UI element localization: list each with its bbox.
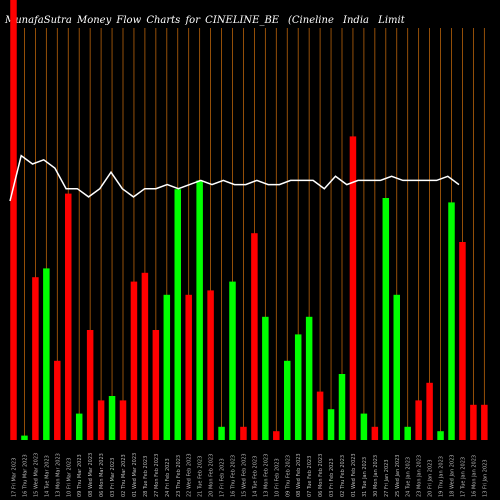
x-tick-label: 19 Thu Jan 2023: [439, 456, 445, 497]
x-tick-label: 01 Wed Mar 2023: [132, 453, 138, 497]
x-tick-label: 07 Tue Feb 2023: [307, 456, 313, 497]
x-tick-label: 17 Fri Mar 2023: [12, 458, 18, 497]
bar-15: [163, 294, 171, 440]
x-tick-label: 10 Fri Feb 2023: [274, 458, 280, 497]
bar-4: [43, 268, 50, 440]
x-tick-label: 02 Thu Feb 2023: [340, 455, 346, 497]
flow-line: [9, 154, 460, 202]
x-tick-label: 23 Thu Feb 2023: [176, 455, 182, 497]
bar-38: [415, 400, 422, 440]
x-tick-label: 16 Mon Jan 2023: [471, 455, 477, 497]
bar-17: [185, 294, 192, 440]
x-tick-label: 18 Wed Jan 2023: [450, 455, 456, 497]
x-tick-label: 15 Wed Mar 2023: [33, 453, 39, 497]
x-tick-label: 22 Wed Feb 2023: [187, 453, 193, 497]
bar-36: [393, 294, 400, 440]
bars-group: [10, 0, 488, 440]
x-tick-label: 25 Wed Jan 2023: [395, 455, 401, 497]
x-tick-label: 13 Mon Feb 2023: [263, 454, 269, 497]
bar-9: [97, 400, 105, 440]
bar-43: [470, 404, 477, 440]
x-tick-label: 24 Fri Feb 2023: [165, 458, 171, 497]
bar-10: [108, 396, 116, 440]
x-tick-label: 08 Wed Mar 2023: [88, 453, 94, 497]
bar-34: [371, 426, 379, 440]
bar-25: [273, 431, 280, 440]
bar-21: [229, 281, 236, 440]
x-tick-labels: 17 Fri Mar 2023 16 Thu Mar 2023 15 Wed Mar…: [12, 453, 489, 497]
x-tick-label: 01 Wed Feb 2023: [351, 453, 357, 497]
line-group: [9, 154, 460, 202]
x-tick-label: 24 Tue Jan 2023: [406, 457, 412, 497]
bar-27: [294, 334, 302, 440]
bar-37: [404, 426, 411, 440]
bar-5: [54, 360, 61, 440]
bar-18: [196, 180, 203, 440]
bar-30: [327, 409, 335, 440]
x-tick-label: 09 Thu Mar 2023: [77, 454, 83, 497]
bar-19: [207, 290, 214, 440]
bar-35: [382, 198, 390, 440]
bar-28: [305, 316, 313, 440]
bar-6: [65, 193, 72, 440]
bar-3: [32, 277, 39, 440]
bar-7: [75, 413, 83, 440]
x-tick-label: 14 Tue Feb 2023: [252, 456, 258, 497]
x-tick-label: 17 Fri Feb 2023: [220, 458, 226, 497]
x-tick-label: 06 Mon Mar 2023: [99, 453, 105, 497]
x-tick-label: 23 Mon Jan 2023: [417, 455, 423, 497]
bar-24: [262, 316, 269, 440]
bar-31: [338, 374, 346, 440]
x-tick-label: 16 Thu Mar 2023: [22, 454, 28, 497]
x-tick-label: 17 Tue Jan 2023: [460, 457, 466, 497]
bar-29: [316, 391, 324, 440]
bar-41: [448, 202, 455, 440]
x-tick-label: 13 Mon Mar 2023: [55, 453, 61, 497]
chart-title: MunafaSutra Money Flow Charts for CINELI…: [5, 15, 280, 26]
x-tick-label: 13 Fri Jan 2023: [482, 459, 488, 497]
x-tick-label: 30 Mon Jan 2023: [373, 455, 379, 497]
x-tick-label: 27 Mon Feb 2023: [154, 454, 160, 497]
bar-23: [251, 233, 258, 440]
x-tick-label: 20 Fri Jan 2023: [428, 459, 434, 497]
x-tick-label: 10 Fri Mar 2023: [66, 458, 72, 497]
bar-33: [360, 413, 368, 440]
bar-22: [240, 426, 247, 440]
bar-16: [174, 189, 181, 440]
x-tick-label: 09 Thu Feb 2023: [285, 455, 291, 497]
bar-26: [284, 360, 291, 440]
x-tick-label: 16 Thu Feb 2023: [231, 455, 237, 497]
bar-20: [218, 426, 225, 440]
company-name: (Cineline India Limit: [288, 15, 405, 26]
bar-8: [86, 330, 94, 440]
x-tick-label: 08 Wed Feb 2023: [296, 453, 302, 497]
bar-32: [349, 136, 357, 440]
x-tick-label: 28 Tue Feb 2023: [143, 456, 149, 497]
bar-12: [130, 281, 138, 440]
grid-lines: [13, 28, 485, 440]
bar-40: [437, 431, 444, 440]
bar-39: [426, 382, 433, 440]
bar-14: [152, 330, 160, 440]
bar-42: [459, 242, 466, 440]
x-tick-label: 03 Fri Mar 2023: [110, 458, 116, 497]
x-tick-label: 03 Fri Feb 2023: [329, 458, 335, 497]
bar-44: [481, 404, 488, 440]
x-tick-label: 21 Tue Feb 2023: [198, 456, 204, 497]
x-tick-label: 02 Thu Mar 2023: [121, 454, 127, 497]
bar-11: [119, 400, 127, 440]
x-tick-label: 27 Fri Jan 2023: [384, 459, 390, 497]
x-tick-label: 06 Mon Feb 2023: [318, 454, 324, 497]
bar-1: [10, 0, 17, 440]
x-tick-label: 31 Tue Jan 2023: [362, 457, 368, 497]
bar-2: [21, 435, 28, 440]
x-tick-label: 14 Tue Mar 2023: [44, 455, 50, 497]
x-tick-label: 15 Wed Feb 2023: [241, 453, 247, 497]
bar-13: [141, 272, 149, 440]
x-tick-label: 20 Mon Feb 2023: [209, 454, 215, 497]
